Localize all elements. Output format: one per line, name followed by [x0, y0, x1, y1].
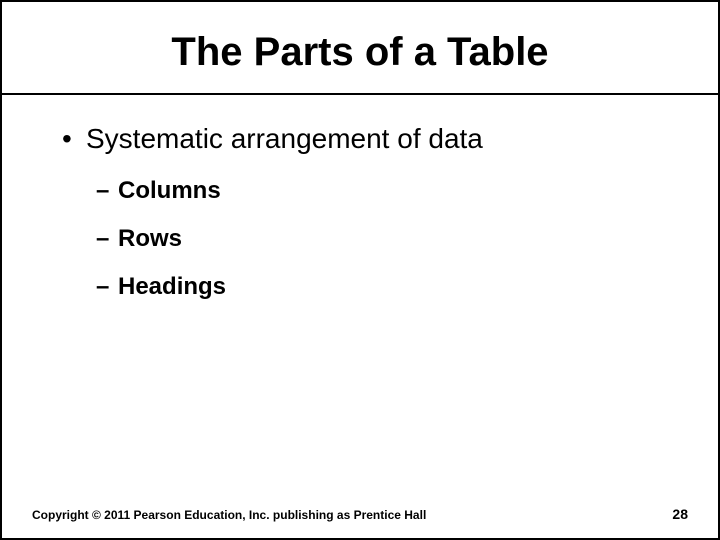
slide-title: The Parts of a Table	[2, 30, 718, 75]
main-bullet: Systematic arrangement of data	[62, 123, 678, 155]
title-area: The Parts of a Table	[2, 2, 718, 93]
sub-bullet-list: Columns Rows Headings	[62, 177, 678, 301]
slide-container: The Parts of a Table Systematic arrangem…	[0, 0, 720, 540]
sub-bullet-item: Columns	[96, 177, 678, 205]
sub-bullet-item: Headings	[96, 273, 678, 301]
slide-footer: Copyright © 2011 Pearson Education, Inc.…	[2, 506, 718, 522]
copyright-text: Copyright © 2011 Pearson Education, Inc.…	[32, 508, 426, 522]
content-area: Systematic arrangement of data Columns R…	[2, 95, 718, 301]
page-number: 28	[672, 506, 688, 522]
sub-bullet-item: Rows	[96, 225, 678, 253]
